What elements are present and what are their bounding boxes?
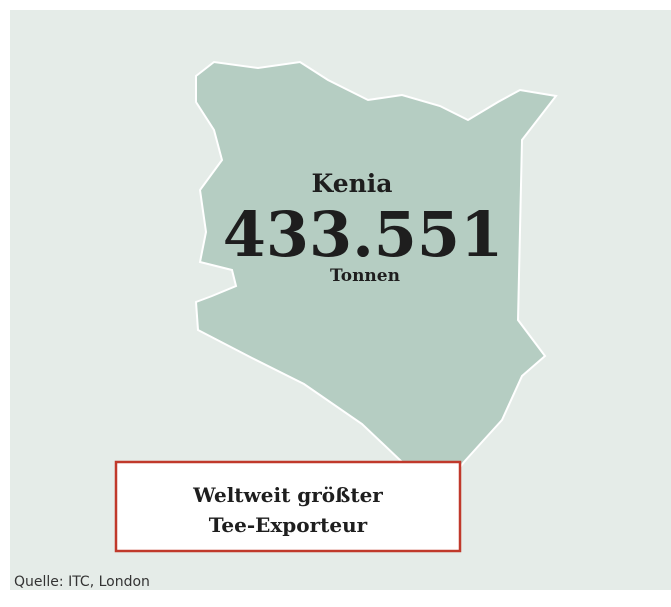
callout-box <box>114 460 462 553</box>
amount: 433.551 <box>223 198 503 271</box>
region-name: Kenia <box>312 169 393 198</box>
callout-line: Tee-Exporteur <box>209 513 368 537</box>
unit: Tonnen <box>330 266 400 286</box>
kenya-shape <box>194 60 558 495</box>
source: Quelle: ITC, London <box>14 574 150 590</box>
callout-line: Weltweit größter <box>192 483 383 507</box>
